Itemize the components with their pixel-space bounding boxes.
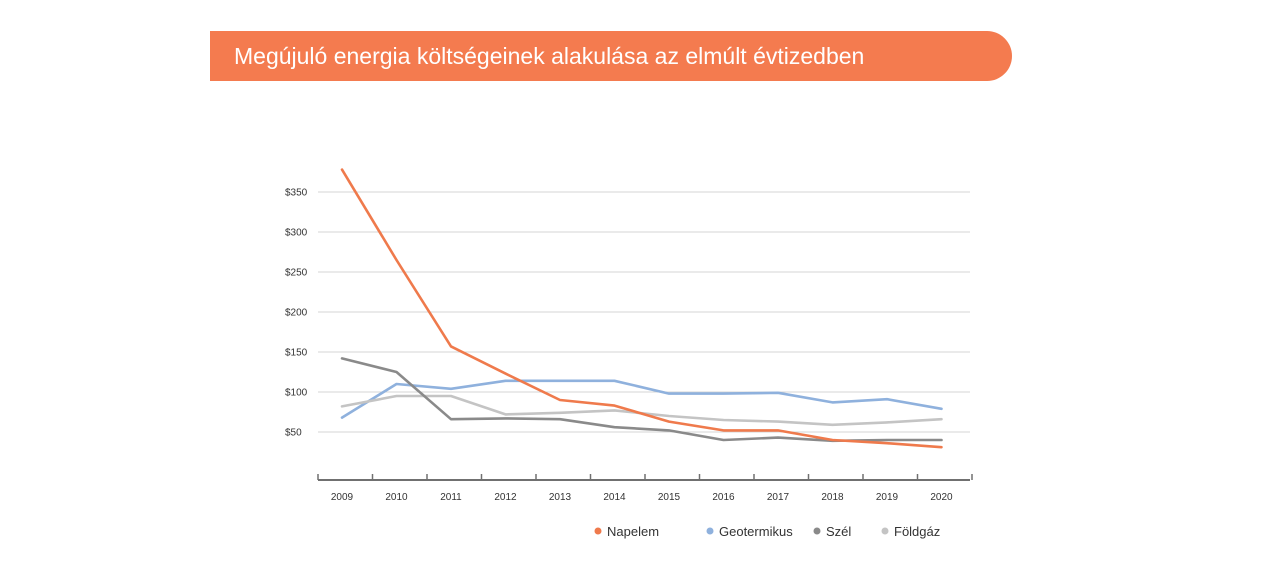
y-tick-label: $250: [285, 268, 308, 279]
x-tick-label: 2015: [658, 492, 681, 503]
legend-marker: [813, 527, 821, 535]
y-tick-label: $150: [285, 348, 308, 359]
x-tick-label: 2016: [712, 492, 735, 503]
legend-marker: [881, 527, 889, 535]
x-tick-label: 2018: [821, 492, 844, 503]
y-tick-label: $200: [285, 308, 308, 319]
legend-label: Napelem: [607, 524, 659, 539]
legend-label: Geotermikus: [719, 524, 793, 539]
x-tick-label: 2010: [385, 492, 408, 503]
x-tick-label: 2019: [876, 492, 899, 503]
grid-layer: [318, 191, 970, 433]
y-tick-label: $100: [285, 388, 308, 399]
x-tick-label: 2013: [549, 492, 572, 503]
x-tick-label: 2014: [603, 492, 626, 503]
y-tick-label: $50: [285, 428, 302, 439]
legend: Napelem Geotermikus Szél Földgáz: [594, 524, 940, 539]
y-tick-label: $350: [285, 188, 308, 199]
series-line-napelem: [340, 168, 943, 449]
x-tick-label: 2012: [494, 492, 517, 503]
chart-title: Megújuló energia költségeinek alakulása …: [234, 42, 865, 69]
x-tick-label: 2011: [440, 492, 462, 503]
x-tick-label: 2017: [767, 492, 790, 503]
x-tick-label: 2009: [331, 492, 354, 503]
series-layer: [340, 168, 943, 449]
series-line-geotermikus: [340, 379, 943, 419]
y-tick-label: $300: [285, 228, 308, 239]
legend-marker: [594, 527, 602, 535]
legend-label: Szél: [826, 524, 851, 539]
title-banner: Megújuló energia költségeinek alakulása …: [210, 31, 1012, 81]
axis-layer: $50 $100 $150 $200 $250 $300 $350 2009 2010 2011 2…: [285, 188, 973, 503]
x-tick-label: 2020: [930, 492, 953, 503]
series-line-szél: [340, 357, 943, 443]
legend-marker: [706, 527, 714, 535]
legend-label: Földgáz: [894, 524, 940, 539]
